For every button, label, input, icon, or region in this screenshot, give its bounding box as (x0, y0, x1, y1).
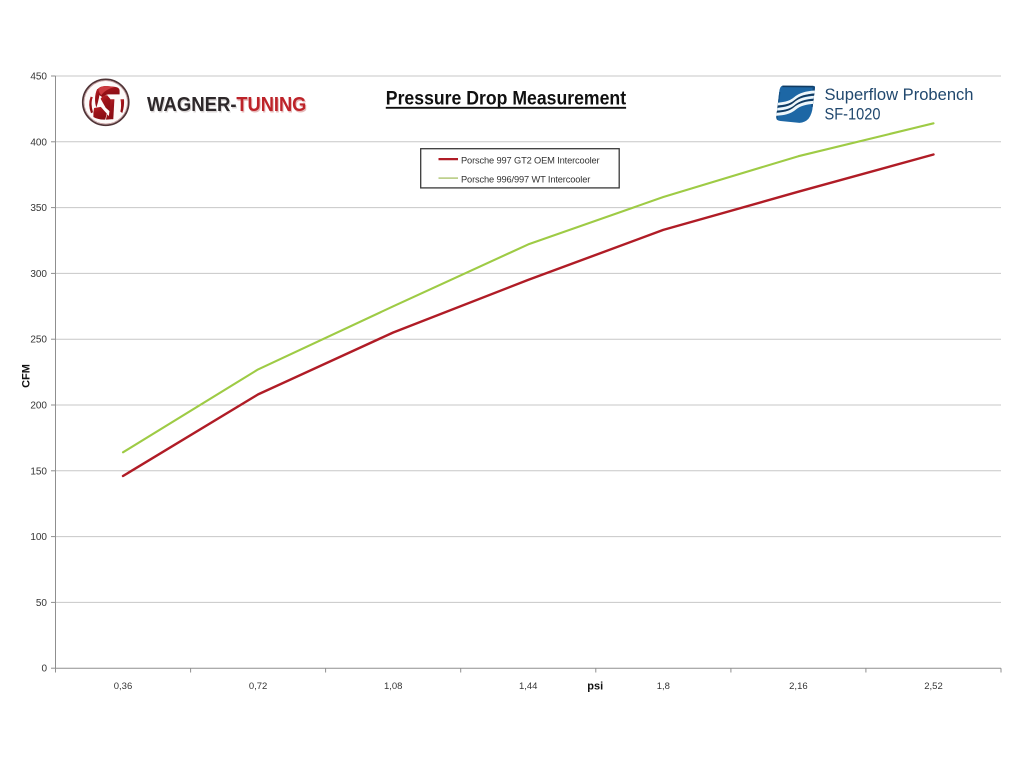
svg-text:0,72: 0,72 (249, 681, 268, 692)
svg-text:psi: psi (587, 681, 603, 693)
svg-text:SF-1020: SF-1020 (825, 106, 881, 124)
svg-text:TUNING: TUNING (237, 94, 307, 117)
svg-text:CFM: CFM (21, 364, 33, 388)
svg-text:400: 400 (30, 137, 47, 148)
svg-text:Porsche 996/997 WT Intercooler: Porsche 996/997 WT Intercooler (461, 175, 590, 185)
svg-text:50: 50 (36, 598, 48, 609)
svg-text:2,52: 2,52 (924, 681, 943, 692)
svg-text:200: 200 (30, 401, 47, 412)
svg-text:300: 300 (30, 269, 47, 280)
svg-text:WAGNER-: WAGNER- (147, 93, 237, 116)
svg-text:Superflow Probench: Superflow Probench (825, 86, 974, 104)
svg-text:1,44: 1,44 (519, 681, 538, 692)
svg-text:Porsche 997 GT2 OEM Intercoole: Porsche 997 GT2 OEM Intercooler (461, 155, 600, 165)
svg-text:150: 150 (30, 466, 47, 477)
svg-text:2,16: 2,16 (789, 681, 808, 692)
svg-text:250: 250 (30, 335, 47, 346)
svg-text:0,36: 0,36 (114, 681, 133, 692)
svg-text:WAGNER-: WAGNER- (148, 94, 238, 117)
svg-text:100: 100 (30, 532, 47, 543)
svg-text:350: 350 (30, 203, 47, 214)
svg-text:TUNING: TUNING (236, 93, 306, 116)
svg-text:Pressure Drop Measurement: Pressure Drop Measurement (386, 88, 627, 110)
svg-text:0: 0 (41, 664, 47, 675)
svg-text:450: 450 (30, 72, 47, 83)
svg-text:1,8: 1,8 (657, 681, 670, 692)
svg-text:1,08: 1,08 (384, 681, 403, 692)
